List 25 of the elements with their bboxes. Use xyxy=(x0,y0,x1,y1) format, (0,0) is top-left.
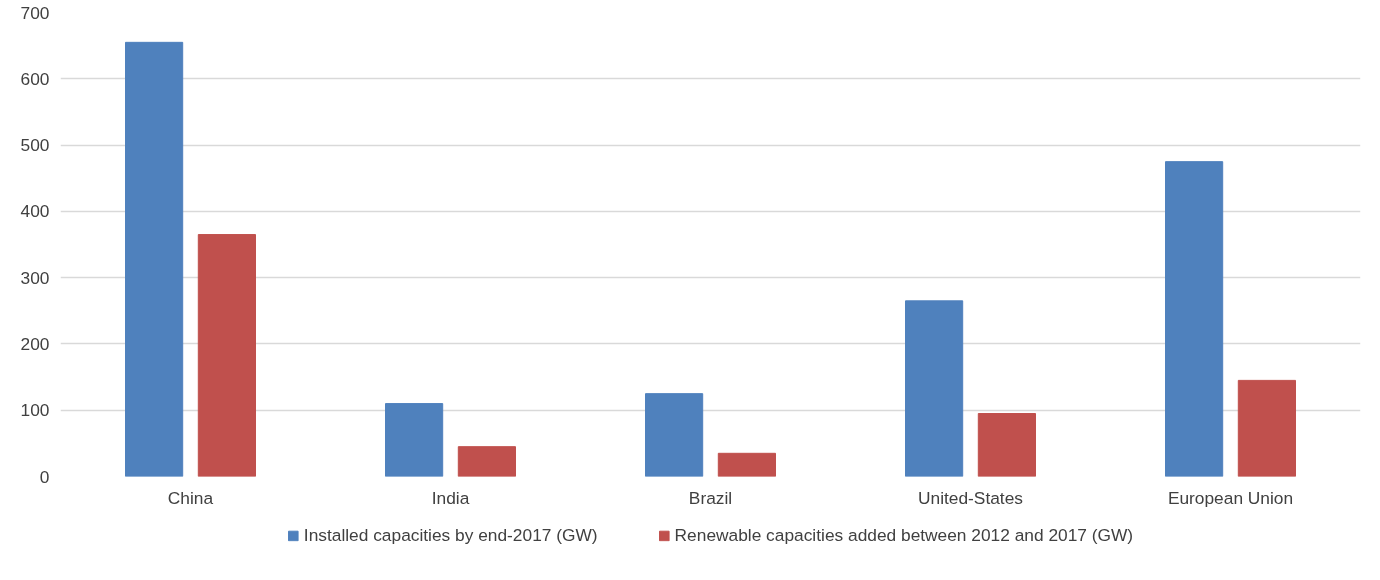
y-tick-label: 100 xyxy=(20,400,50,421)
x-tick-label: Brazil xyxy=(688,487,733,508)
y-tick-label: 700 xyxy=(20,2,50,23)
bar xyxy=(125,41,184,477)
y-tick-label: 200 xyxy=(20,333,50,354)
x-tick-label: European Union xyxy=(1167,487,1294,508)
y-tick-label: 600 xyxy=(20,68,50,89)
legend-label: Installed capacities by end-2017 (GW) xyxy=(303,524,598,546)
x-tick-label: India xyxy=(431,487,470,508)
bar xyxy=(717,452,776,477)
bar xyxy=(905,300,964,477)
bar xyxy=(197,234,256,477)
bar xyxy=(1165,161,1224,477)
legend-label: Renewable capacities added between 2012 and 2017 (GW) xyxy=(674,524,1134,546)
y-tick-label: 300 xyxy=(20,267,50,288)
bar xyxy=(385,403,444,477)
bar xyxy=(645,393,704,477)
bar xyxy=(977,413,1036,477)
y-tick-label: 0 xyxy=(39,466,50,487)
x-tick-label: China xyxy=(167,487,214,508)
bar xyxy=(1237,379,1296,477)
y-tick-label: 400 xyxy=(20,201,50,222)
x-tick-label: United-States xyxy=(918,487,1024,508)
y-tick-label: 500 xyxy=(20,135,50,156)
bar xyxy=(457,446,516,477)
